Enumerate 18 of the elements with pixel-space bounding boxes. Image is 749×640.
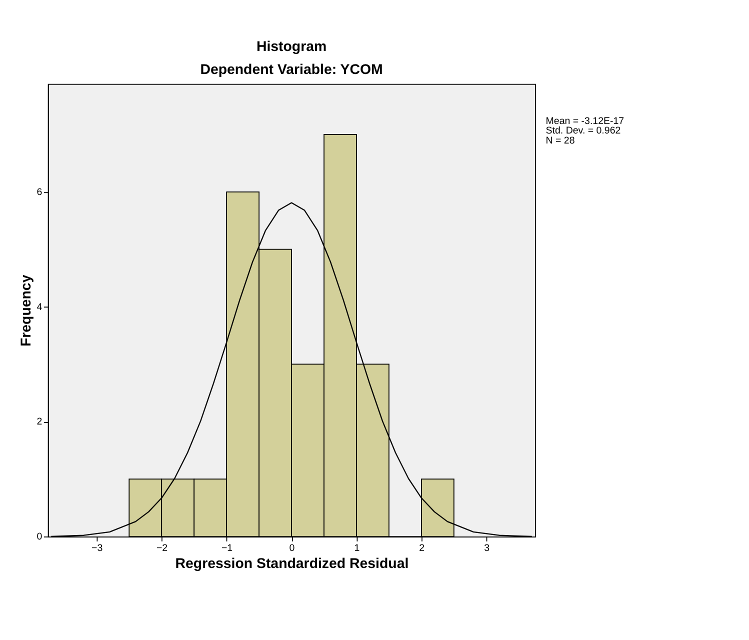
x-tick-label: −2 (156, 543, 168, 554)
x-tick-label: 2 (419, 543, 425, 554)
x-tick-label: −3 (92, 543, 103, 554)
text: Std. Dev. = 0.962 (546, 126, 621, 137)
x-tick-label: 1 (354, 543, 360, 554)
y-tick-label: 4 (36, 302, 43, 313)
x-tick-label: −1 (221, 543, 233, 554)
y-tick-label: 0 (36, 532, 43, 543)
x-tick-label: 0 (289, 543, 296, 554)
y-tick-label: 6 (36, 187, 42, 198)
y-tick-label: 2 (36, 416, 42, 428)
text: N = 28 (546, 135, 575, 146)
chart-subtitle: Dependent Variable: YCOM (200, 62, 383, 78)
x-tick-label: 3 (484, 543, 490, 554)
y-axis-title: Frequency (18, 274, 35, 347)
chart-title: Histogram (256, 39, 327, 56)
text: Mean = -3.12E-17 (546, 116, 624, 127)
x-axis-title: Regression Standardized Residual (175, 556, 409, 572)
